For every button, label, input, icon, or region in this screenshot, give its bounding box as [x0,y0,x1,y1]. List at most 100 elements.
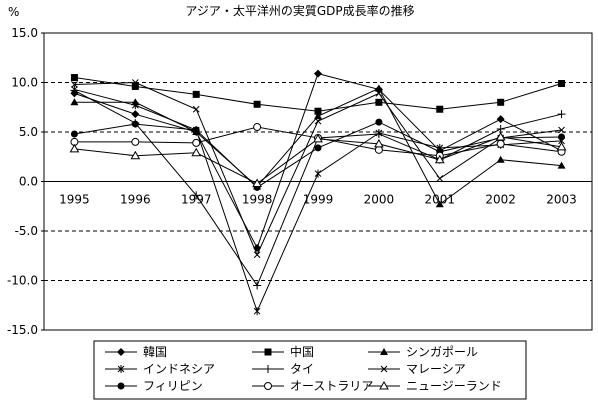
data-point [496,155,505,163]
data-point [436,105,444,113]
y-tick-label: 5.0 [19,125,38,139]
data-point [558,126,565,134]
legend-marker [117,365,125,373]
legend-marker [264,365,272,373]
chart-title: アジア・太平洋州の実質GDP成長率の推移 [185,3,414,18]
data-point [435,200,444,208]
data-point [191,147,202,157]
data-point [496,115,505,124]
y-tick-label: 10.0 [11,76,38,90]
data-point [69,143,80,153]
x-tick-label: 2001 [425,193,456,207]
data-point [192,90,200,98]
legend-label: マレーシア [406,362,466,376]
y-tick-label: 15.0 [11,26,38,40]
data-point [70,86,79,95]
data-point [192,191,201,200]
legend-marker [264,348,272,356]
data-point [314,117,322,125]
x-tick-label: 1996 [120,193,151,207]
legend-item: 中国 [252,344,314,359]
data-point [70,130,78,138]
data-point [314,169,322,178]
legend-label: タイ [290,362,314,376]
data-point [374,84,383,92]
legend-marker [264,382,272,390]
legend-item: 韓国 [105,345,167,359]
data-point [374,138,384,148]
data-point [253,307,261,316]
series-8 [70,123,566,160]
data-point [192,126,200,134]
data-point [130,150,141,160]
legend-item: シンガポール [368,345,478,359]
data-point [131,79,139,86]
x-tick-label: 1995 [59,193,90,207]
data-point [496,139,505,148]
data-point [434,154,445,164]
data-point [253,251,261,259]
y-tick-label: -15.0 [7,323,38,337]
data-point [253,281,262,290]
data-point [70,98,79,106]
x-tick-label: 2000 [364,193,395,207]
legend-item: オーストラリア [252,379,373,393]
data-point [558,79,566,87]
legend-marker [117,348,125,356]
legend-marker [379,380,389,390]
data-point [314,144,322,152]
y-tick-label: -5.0 [15,224,38,238]
x-tick-label: 1999 [303,193,334,207]
data-point [70,74,78,82]
legend-item: マレーシア [368,362,466,376]
data-point [253,123,262,132]
y-tick-label: -10.0 [7,274,38,288]
legend-label: フィリピン [143,379,203,393]
data-point [495,131,506,141]
x-tick-label: 1998 [242,193,273,207]
legend-marker [117,382,125,390]
y-tick-label: 0.0 [19,175,38,189]
data-point [131,82,139,90]
series-2 [70,74,566,115]
data-point [558,133,566,141]
data-point [253,100,261,108]
data-point [252,178,262,187]
data-point [436,175,444,182]
data-point [557,161,566,169]
data-point [556,141,567,151]
data-point [131,120,139,128]
data-point [131,110,140,119]
legend-item: ニュージーランド [368,379,502,393]
data-point [496,125,505,134]
legend-item: タイ [252,362,314,376]
x-tick-label: 2002 [485,193,516,207]
data-point [131,137,140,146]
series-9 [69,131,567,187]
data-point [375,98,383,106]
data-point [497,98,505,106]
data-point [557,110,566,119]
data-point [375,118,383,126]
legend-marker [380,348,388,355]
data-point [192,138,201,147]
x-tick-label: 1997 [181,193,212,207]
x-tick-label: 2003 [546,193,577,207]
legend-marker [380,365,388,373]
data-point [192,105,200,113]
legend-label: インドネシア [143,362,215,376]
series-6 [71,79,565,259]
legend-item: フィリピン [105,379,203,393]
data-point [374,129,383,138]
data-point [313,133,323,143]
legend-label: オーストラリア [290,379,373,393]
legend-label: ニュージーランド [406,379,502,393]
data-point [314,69,322,78]
legend-item: インドネシア [105,362,215,376]
y-axis-unit: % [8,5,19,19]
legend-label: 韓国 [143,345,167,359]
data-point [375,90,383,97]
data-point [314,107,322,115]
